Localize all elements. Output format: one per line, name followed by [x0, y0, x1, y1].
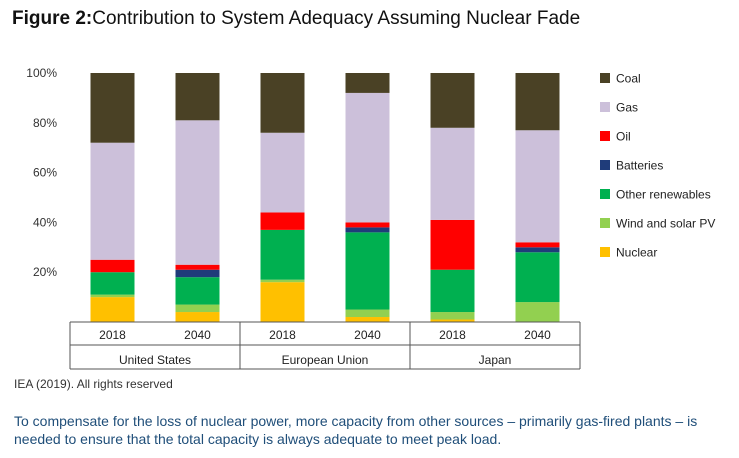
y-tick-label: 100%: [26, 66, 57, 80]
x-tick-label: 2040: [524, 328, 551, 342]
bar-segment-gas: [175, 120, 220, 265]
bar-segment-oil: [90, 259, 135, 273]
legend-label: Coal: [616, 72, 641, 86]
x-tick-label: 2040: [354, 328, 381, 342]
x-tick-label: 2018: [99, 328, 126, 342]
legend-swatch: [600, 131, 610, 141]
bar-segment-gas: [260, 132, 305, 213]
bar-segment-coal: [345, 73, 390, 93]
bar-segment-nuclear: [430, 319, 475, 322]
x-tick-label: 2040: [184, 328, 211, 342]
bar-segment-batteries: [345, 227, 390, 233]
bar-segment-oil: [430, 219, 475, 270]
y-tick-label: 20%: [33, 265, 57, 279]
legend-label: Batteries: [616, 159, 663, 173]
bar-segment-coal: [515, 73, 560, 131]
x-tick-label: 2018: [269, 328, 296, 342]
source-note: IEA (2019). All rights reserved: [14, 377, 173, 391]
bar-segment-nuclear: [345, 317, 390, 322]
legend-label: Other renewables: [616, 188, 711, 202]
bar-segment-nuclear: [175, 312, 220, 322]
bar-segment-wind-and-solar-pv: [430, 312, 475, 320]
bar-segment-gas: [430, 127, 475, 220]
bar-segment-coal: [90, 73, 135, 143]
bar-segment-wind-and-solar-pv: [260, 279, 305, 283]
bar-segment-coal: [175, 73, 220, 121]
bar-segment-coal: [260, 73, 305, 133]
figure-caption: To compensate for the loss of nuclear po…: [14, 413, 698, 447]
bar-segment-other-renewables: [90, 272, 135, 295]
bar-segment-oil: [175, 264, 220, 270]
legend-label: Gas: [616, 101, 638, 115]
bar-segment-gas: [90, 142, 135, 260]
group-label: United States: [119, 353, 191, 367]
bar-segment-other-renewables: [515, 252, 560, 303]
bar-segment-gas: [515, 130, 560, 243]
legend-swatch: [600, 247, 610, 257]
bar-segment-batteries: [515, 247, 560, 253]
bar-segment-wind-and-solar-pv: [175, 304, 220, 313]
bar-segment-batteries: [175, 269, 220, 278]
group-label: European Union: [282, 353, 369, 367]
legend-label: Nuclear: [616, 246, 657, 260]
bar-segment-wind-and-solar-pv: [90, 294, 135, 298]
figure-title-text: Contribution to System Adequacy Assuming…: [92, 8, 581, 29]
bar-segment-oil: [260, 212, 305, 230]
bar-segment-nuclear: [260, 282, 305, 322]
legend-swatch: [600, 102, 610, 112]
bar-segment-other-renewables: [345, 232, 390, 310]
legend-swatch: [600, 73, 610, 83]
group-label: Japan: [479, 353, 512, 367]
bar-segment-oil: [345, 222, 390, 228]
stacked-bar-chart: 20% 40% 60% 80% 100% 2018 2040 2018 2040 2018 2040…: [26, 66, 715, 370]
x-tick-label: 2018: [439, 328, 466, 342]
bar-segment-gas: [345, 92, 390, 223]
bar-segment-oil: [515, 242, 560, 248]
bar-segment-other-renewables: [260, 229, 305, 280]
bar-segment-other-renewables: [175, 277, 220, 305]
figure-label: Figure 2:: [12, 8, 93, 29]
bar-segment-nuclear: [90, 297, 135, 322]
legend-label: Oil: [616, 130, 631, 144]
legend-label: Wind and solar PV: [616, 217, 715, 231]
bar-segment-wind-and-solar-pv: [345, 309, 390, 318]
bar-segment-other-renewables: [430, 269, 475, 313]
y-tick-label: 80%: [33, 116, 57, 130]
legend-swatch: [600, 189, 610, 199]
legend-swatch: [600, 218, 610, 228]
y-tick-label: 60%: [33, 166, 57, 180]
figure-title: Figure 2:Contribution to System Adequacy…: [12, 8, 580, 30]
bar-segment-coal: [430, 73, 475, 128]
y-tick-label: 40%: [33, 215, 57, 229]
legend-swatch: [600, 160, 610, 170]
bar-segment-wind-and-solar-pv: [515, 302, 560, 322]
